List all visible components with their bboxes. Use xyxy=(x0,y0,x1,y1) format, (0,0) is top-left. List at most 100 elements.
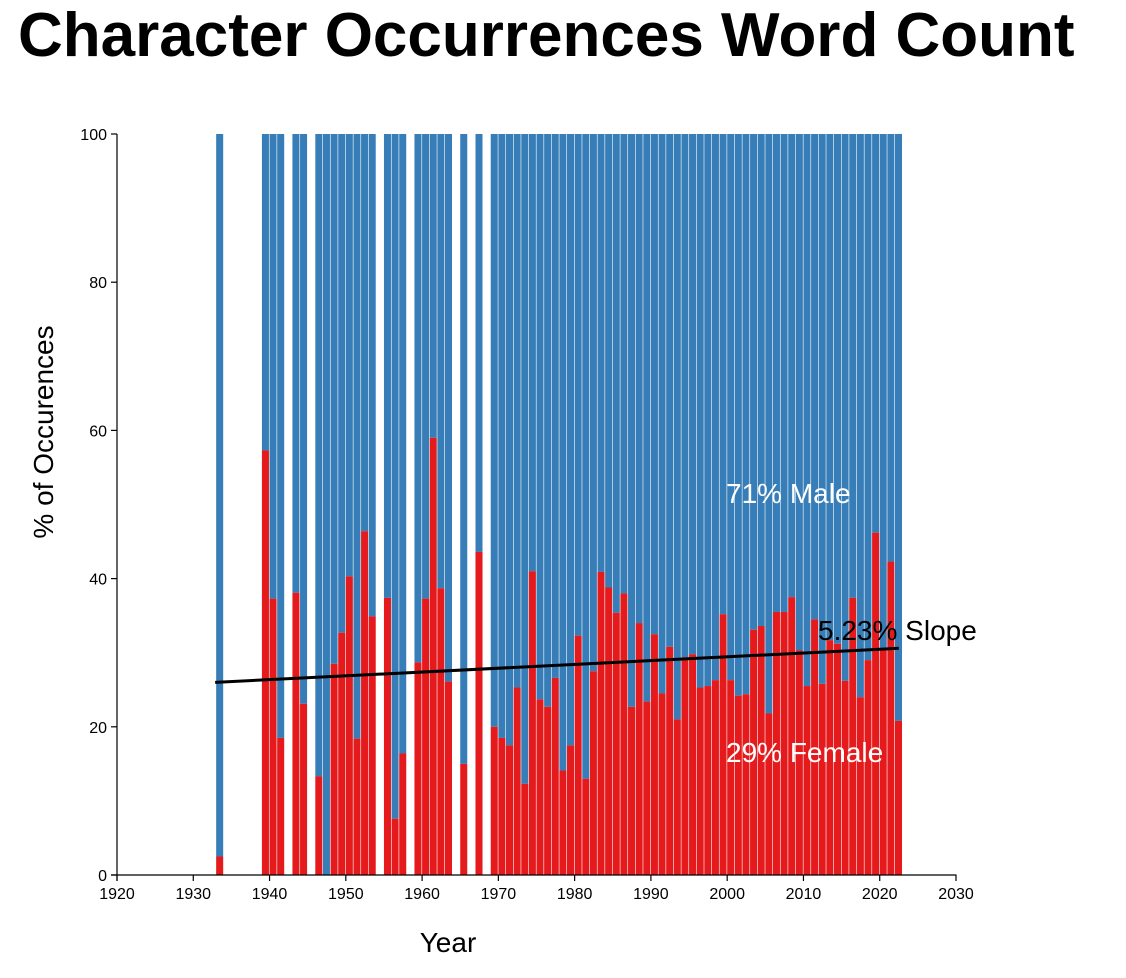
bar-male-1991 xyxy=(658,134,666,694)
page-title: Character Occurrences Word Count xyxy=(18,1,1075,70)
y-tick-label-60: 60 xyxy=(89,423,107,440)
bar-female-1939 xyxy=(261,450,269,875)
bar-male-1977 xyxy=(551,134,559,678)
bar-male-1953 xyxy=(368,134,376,617)
bar-male-2007 xyxy=(780,134,788,612)
slope-annotation: 5.23% Slope xyxy=(818,615,977,646)
bar-male-1997 xyxy=(704,134,712,687)
bar-female-1962 xyxy=(437,588,445,875)
bar-female-1997 xyxy=(704,686,712,875)
bar-female-1980 xyxy=(574,635,582,875)
bar-male-1973 xyxy=(521,134,529,784)
bar-female-1967 xyxy=(475,551,483,875)
bar-female-1953 xyxy=(368,616,376,875)
bar-female-1991 xyxy=(658,693,666,875)
bar-female-2005 xyxy=(765,713,773,875)
bar-female-1992 xyxy=(666,646,674,875)
bar-female-1986 xyxy=(620,593,628,875)
bar-male-1962 xyxy=(437,134,445,589)
bar-female-1970 xyxy=(498,737,506,875)
bar-female-2016 xyxy=(849,597,857,875)
y-tick-label-0: 0 xyxy=(98,868,107,885)
bar-male-1955 xyxy=(383,134,391,598)
bar-male-1971 xyxy=(505,134,514,746)
bar-male-1978 xyxy=(559,134,567,771)
bar-male-2016 xyxy=(849,134,857,598)
bar-female-2019 xyxy=(872,532,880,875)
bar-female-1979 xyxy=(567,745,575,875)
bar-female-1972 xyxy=(513,687,521,875)
bar-female-2022 xyxy=(894,720,903,875)
bar-male-1972 xyxy=(513,134,521,688)
bar-male-1975 xyxy=(536,134,544,700)
bar-male-2006 xyxy=(772,134,780,612)
x-tick-label-1970: 1970 xyxy=(481,886,517,903)
bar-male-1989 xyxy=(643,134,651,702)
bar-male-1999 xyxy=(719,134,727,615)
bar-female-1959 xyxy=(414,662,422,875)
bar-female-2012 xyxy=(818,683,826,875)
bar-male-2014 xyxy=(833,134,841,644)
bar-female-1990 xyxy=(650,634,658,875)
x-tick-label-1980: 1980 xyxy=(557,886,593,903)
bar-male-1970 xyxy=(498,134,506,738)
x-tick-label-2020: 2020 xyxy=(862,886,898,903)
y-tick-label-20: 20 xyxy=(89,720,107,737)
bar-female-1977 xyxy=(551,677,559,875)
bar-female-1975 xyxy=(536,699,544,875)
bar-female-1944 xyxy=(300,703,308,875)
bar-male-1949 xyxy=(338,134,346,633)
bar-male-2013 xyxy=(826,134,834,641)
bar-female-1943 xyxy=(292,592,300,875)
bar-female-1950 xyxy=(345,576,353,875)
bar-male-1933 xyxy=(216,134,224,857)
bar-male-2022 xyxy=(894,134,903,721)
bar-female-2008 xyxy=(788,597,796,875)
bar-male-1969 xyxy=(490,134,498,727)
bar-female-2009 xyxy=(795,650,803,875)
bar-female-1941 xyxy=(277,737,285,875)
bar-female-1994 xyxy=(681,657,689,875)
bar-female-1974 xyxy=(528,571,536,875)
x-tick-label-1990: 1990 xyxy=(633,886,669,903)
bar-male-2003 xyxy=(750,134,758,630)
bar-male-2004 xyxy=(757,134,765,627)
bar-male-1981 xyxy=(582,134,590,779)
bar-male-2001 xyxy=(734,134,742,696)
bar-female-1963 xyxy=(444,681,452,875)
trend-line xyxy=(215,646,899,684)
x-tick-label-2010: 2010 xyxy=(786,886,822,903)
y-tick-label-80: 80 xyxy=(89,275,107,292)
bar-male-2018 xyxy=(864,134,872,661)
bar-female-1960 xyxy=(422,598,430,875)
bar-male-1939 xyxy=(261,134,269,451)
y-tick-label-100: 100 xyxy=(80,127,107,144)
male-annotation: 71% Male xyxy=(726,478,851,509)
bars-group xyxy=(216,134,903,875)
bar-female-2021 xyxy=(887,561,895,875)
bar-male-1943 xyxy=(292,134,300,593)
bar-female-1998 xyxy=(711,680,719,875)
bar-male-1994 xyxy=(681,134,689,658)
bar-male-2015 xyxy=(841,134,849,681)
x-tick-label-1920: 1920 xyxy=(99,886,135,903)
bar-female-1949 xyxy=(338,632,346,875)
bar-male-1995 xyxy=(689,134,697,655)
bar-female-2003 xyxy=(750,629,758,875)
axes-group: 1920 1930 1940 1950 1960 1970 1980 1990 2000 2010… xyxy=(80,127,974,903)
bar-female-1952 xyxy=(361,531,369,875)
x-tick-label-2000: 2000 xyxy=(709,886,745,903)
bar-male-2005 xyxy=(765,134,773,714)
bar-male-1976 xyxy=(544,134,552,707)
bar-male-1948 xyxy=(330,134,338,664)
bar-female-2011 xyxy=(811,619,819,875)
bar-female-1957 xyxy=(399,753,407,875)
bar-male-1951 xyxy=(353,134,361,739)
y-axis-title: % of Occurences xyxy=(28,325,59,538)
bar-female-1946 xyxy=(315,776,323,875)
bar-male-1963 xyxy=(444,134,452,682)
bar-female-1969 xyxy=(490,726,498,875)
bar-female-1965 xyxy=(460,763,468,875)
bar-female-1951 xyxy=(353,738,361,875)
